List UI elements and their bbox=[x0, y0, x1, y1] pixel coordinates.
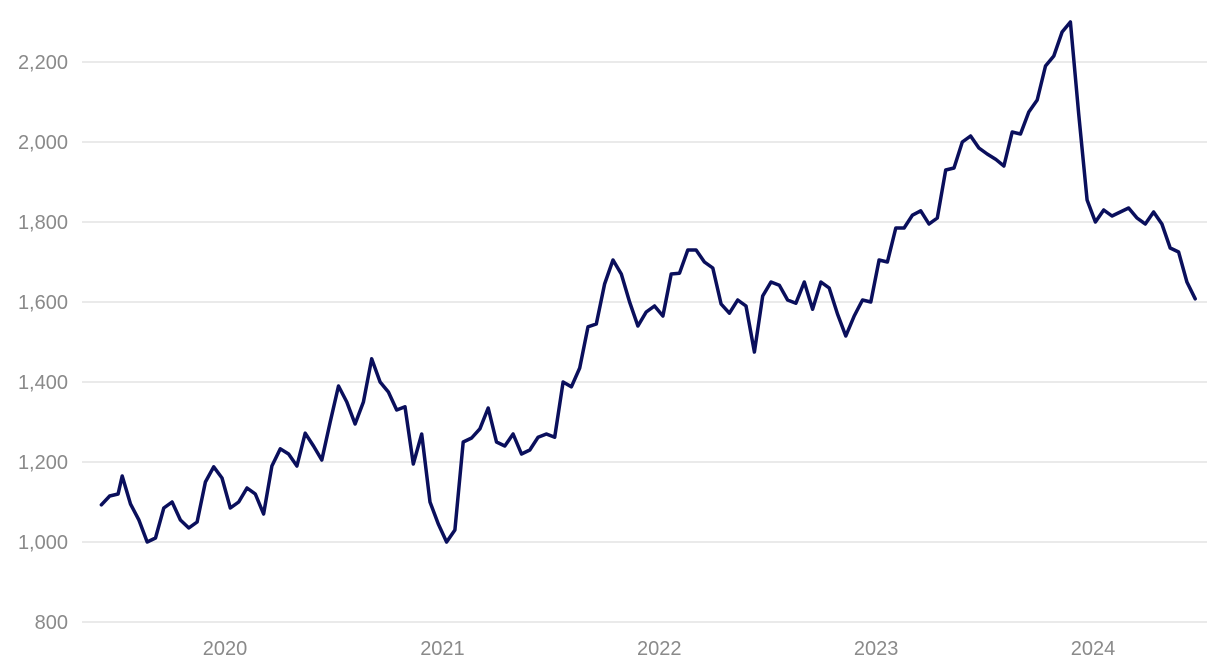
x-axis: 2020 2021 2022 2023 2024 bbox=[203, 638, 1116, 660]
y-axis: 800 1,000 1,200 1,400 1,600 1,800 2,000 2,200 bbox=[18, 52, 68, 634]
x-tick-label: 2021 bbox=[420, 638, 465, 660]
series-group bbox=[99, 20, 1197, 544]
y-tick-label: 1,800 bbox=[18, 212, 68, 234]
x-tick-label: 2022 bbox=[637, 638, 682, 660]
y-tick-label: 800 bbox=[35, 612, 68, 634]
y-tick-label: 1,200 bbox=[18, 452, 68, 474]
x-tick-label: 2023 bbox=[854, 638, 899, 660]
series-line bbox=[99, 20, 1197, 544]
y-tick-label: 1,000 bbox=[18, 532, 68, 554]
y-tick-label: 2,000 bbox=[18, 132, 68, 154]
x-tick-label: 2024 bbox=[1071, 638, 1116, 660]
y-tick-label: 1,600 bbox=[18, 292, 68, 314]
y-tick-label: 1,400 bbox=[18, 372, 68, 394]
gridlines bbox=[82, 61, 1207, 623]
x-tick-label: 2020 bbox=[203, 638, 248, 660]
y-tick-label: 2,200 bbox=[18, 52, 68, 74]
